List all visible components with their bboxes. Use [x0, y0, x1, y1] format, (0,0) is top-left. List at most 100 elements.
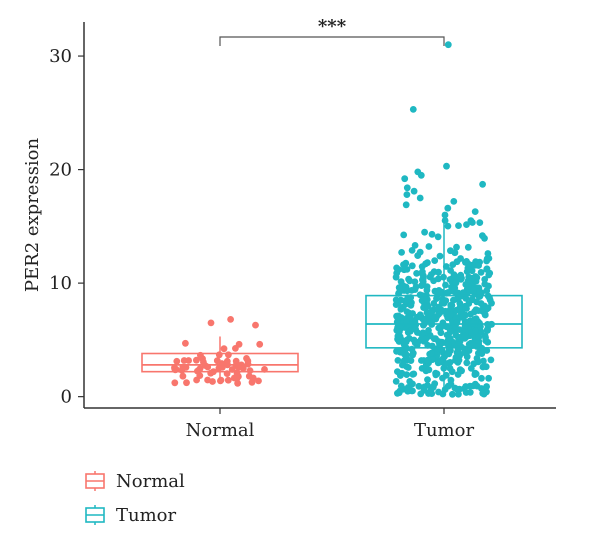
- data-point: [408, 247, 416, 254]
- data-point: [483, 383, 490, 390]
- boxes: [141, 217, 523, 395]
- outlier-point: [401, 175, 409, 183]
- outlier-point: [403, 184, 411, 192]
- data-point: [437, 329, 445, 337]
- outlier-point: [441, 211, 449, 219]
- data-point: [424, 303, 432, 310]
- data-point: [425, 388, 433, 396]
- data-point: [434, 359, 442, 367]
- data-point: [402, 346, 410, 353]
- outlier-point: [471, 208, 479, 216]
- data-point: [224, 376, 232, 384]
- x-tick-label: Tumor: [414, 420, 475, 441]
- significance-line: [219, 36, 445, 46]
- data-point: [483, 347, 491, 354]
- data-point: [485, 374, 492, 382]
- data-point: [393, 264, 400, 272]
- data-point: [185, 357, 193, 364]
- data-point: [425, 327, 432, 334]
- data-point: [434, 306, 442, 314]
- data-point: [472, 327, 479, 335]
- data-point: [483, 265, 491, 273]
- data-point: [447, 328, 454, 336]
- data-point: [435, 289, 443, 296]
- data-point: [409, 351, 416, 359]
- legend: Normal Tumor: [85, 471, 185, 526]
- data-point: [408, 345, 416, 353]
- data-point: [472, 306, 480, 314]
- data-point: [422, 260, 429, 268]
- data-point: [453, 385, 461, 393]
- data-point: [446, 311, 454, 319]
- data-point: [483, 287, 491, 295]
- data-point: [394, 314, 402, 321]
- data-point: [447, 267, 454, 274]
- data-point: [256, 340, 264, 348]
- data-point: [460, 349, 468, 356]
- y-tick-label: 30: [49, 46, 72, 67]
- data-point: [438, 299, 446, 307]
- data-point: [249, 374, 257, 382]
- significance-label: ***: [318, 16, 347, 37]
- data-point: [413, 270, 420, 277]
- legend-key-icon: [85, 505, 105, 525]
- y-tick-label: 10: [49, 273, 72, 294]
- data-point: [392, 378, 400, 385]
- data-point: [448, 302, 456, 309]
- data-point: [225, 351, 232, 359]
- data-point: [463, 221, 470, 229]
- data-point: [400, 231, 408, 239]
- data-point: [401, 339, 409, 346]
- data-point: [455, 356, 463, 364]
- data-point: [396, 333, 404, 340]
- data-point: [481, 311, 489, 319]
- data-point: [425, 243, 433, 250]
- data-point: [459, 289, 467, 296]
- data-point: [442, 281, 449, 289]
- data-point: [399, 361, 406, 369]
- data-point: [482, 363, 490, 371]
- data-point: [462, 383, 470, 390]
- legend-item-tumor: Tumor: [85, 505, 177, 526]
- data-point: [461, 332, 469, 340]
- data-point: [429, 383, 437, 391]
- outlier-point: [416, 194, 424, 202]
- data-point: [230, 374, 238, 382]
- data-point: [255, 377, 262, 385]
- legend-item-normal: Normal: [85, 471, 185, 492]
- y-ticks: 0 10 20 30: [49, 46, 84, 408]
- data-point: [483, 326, 491, 334]
- data-point: [476, 219, 484, 227]
- data-point: [403, 371, 411, 378]
- data-point: [424, 356, 432, 364]
- data-point: [171, 379, 179, 387]
- data-point: [481, 276, 489, 283]
- data-point: [411, 286, 419, 293]
- data-point: [436, 340, 443, 348]
- box-iqr: [141, 352, 299, 373]
- data-point: [397, 305, 405, 313]
- data-point: [454, 347, 462, 354]
- data-point: [436, 252, 444, 260]
- data-point: [428, 230, 436, 238]
- outlier-point: [410, 187, 418, 195]
- data-point: [453, 243, 460, 251]
- data-point: [394, 357, 402, 364]
- data-point: [171, 365, 179, 373]
- data-point: [182, 339, 189, 347]
- outlier-point: [227, 316, 235, 323]
- outlier-point: [207, 319, 215, 327]
- data-point: [421, 383, 428, 391]
- data-point: [452, 279, 460, 287]
- data-point: [421, 228, 428, 236]
- data-point: [232, 357, 240, 365]
- data-point: [462, 281, 470, 288]
- data-point: [246, 367, 254, 374]
- data-point: [419, 268, 426, 276]
- x-tick-label: Normal: [186, 420, 255, 441]
- data-point: [416, 311, 424, 319]
- data-point: [468, 296, 476, 303]
- data-point: [435, 268, 442, 276]
- data-point: [204, 376, 212, 384]
- data-point: [404, 364, 412, 371]
